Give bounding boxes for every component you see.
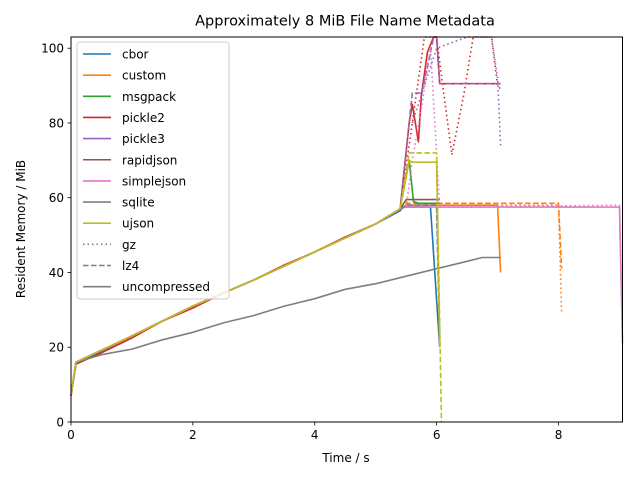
x-tick-label: 2 <box>189 428 197 442</box>
y-tick-label: 80 <box>49 116 64 130</box>
x-tick-label: 0 <box>67 428 75 442</box>
series-line-ujson-uncompressed <box>70 159 441 396</box>
legend-label-gz: gz <box>122 238 136 252</box>
series-line-ujson-lz4 <box>399 152 443 423</box>
y-tick-label: 60 <box>49 191 64 205</box>
y-tick-label: 20 <box>49 341 64 355</box>
legend-label-ujson: ujson <box>122 217 154 231</box>
series-line-pickle3-gz <box>411 36 502 146</box>
legend-label-cbor: cbor <box>122 48 149 62</box>
chart-title: Approximately 8 MiB File Name Metadata <box>195 14 495 30</box>
legend-label-pickle3: pickle3 <box>122 132 165 146</box>
series-line-sqlite-uncompressed <box>70 256 501 396</box>
series-line-simplejson-gz <box>405 47 624 340</box>
y-axis-label: Resident Memory / MiB <box>14 160 28 298</box>
chart-legend: cbor custom msgpack pickle2 pickle3 rapidjson… <box>76 41 230 300</box>
legend-label-sqlite: sqlite <box>122 196 155 210</box>
plot-frame <box>70 36 623 423</box>
legend-label-lz4: lz4 <box>122 259 139 273</box>
legend-frame <box>76 41 230 300</box>
x-tick-label: 6 <box>433 428 441 442</box>
y-tick-label: 0 <box>56 416 64 430</box>
x-axis: 0 2 4 6 8 <box>67 422 562 442</box>
legend-label-pickle2: pickle2 <box>122 111 165 125</box>
y-tick-label: 100 <box>41 42 64 56</box>
y-axis: 0 20 40 60 80 100 <box>41 42 71 430</box>
legend-label-custom: custom <box>122 69 166 83</box>
legend-label-simplejson: simplejson <box>122 174 186 188</box>
x-axis-label: Time / s <box>321 451 369 465</box>
x-tick-label: 8 <box>555 428 563 442</box>
legend-label-msgpack: msgpack <box>122 90 176 104</box>
y-tick-label: 40 <box>49 266 64 280</box>
plot-area <box>70 36 624 423</box>
legend-label-uncompressed: uncompressed <box>122 280 210 294</box>
legend-label-rapidjson: rapidjson <box>122 153 177 167</box>
x-tick-label: 4 <box>311 428 319 442</box>
